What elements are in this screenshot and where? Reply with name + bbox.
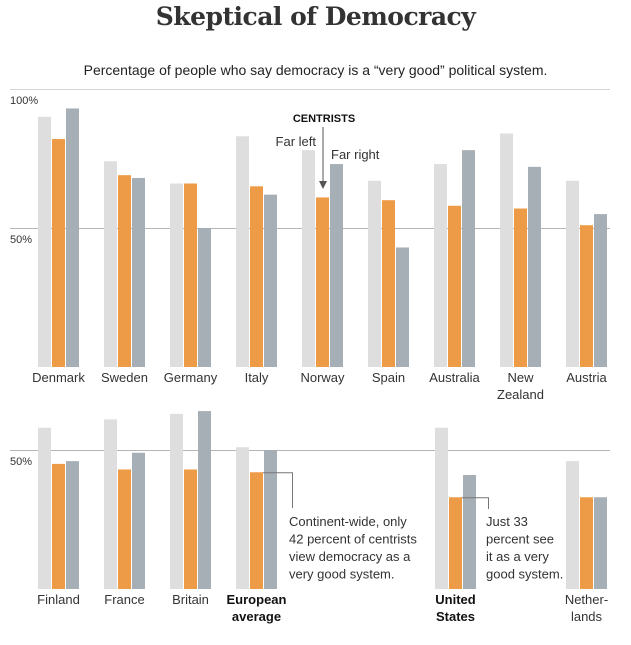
bar-far-left: [434, 164, 447, 367]
annotation-united-states: it as a very: [486, 549, 549, 564]
bar-centrists: [316, 197, 329, 367]
category-label: Germany: [164, 370, 218, 385]
y-tick-label: 50%: [10, 234, 32, 246]
bar-far-right: [198, 411, 211, 589]
bar-centrists: [52, 463, 65, 589]
bar-far-left: [236, 136, 249, 367]
chart-title: Skeptical of Democracy: [155, 2, 476, 31]
category-label: New: [507, 370, 534, 385]
category-label: United: [435, 592, 476, 607]
category-label: Norway: [300, 370, 345, 385]
bar-centrists: [250, 186, 263, 367]
category-label: Italy: [245, 370, 269, 385]
annotation-leader-line: [462, 497, 489, 509]
bar-centrists: [184, 469, 197, 589]
bar-centrists: [184, 183, 197, 367]
annotation-european-average: very good system.: [289, 567, 395, 582]
category-label: Finland: [37, 592, 80, 607]
y-tick-label: 100%: [10, 95, 38, 107]
category-label: Zealand: [497, 387, 544, 402]
bar-far-left: [38, 116, 51, 367]
category-label: average: [232, 609, 281, 624]
bar-far-right: [396, 247, 409, 367]
bar-far-left: [170, 183, 183, 367]
category-label: Denmark: [32, 370, 85, 385]
bar-far-left: [566, 461, 579, 589]
bar-centrists: [580, 225, 593, 367]
annotation-united-states: percent see: [486, 532, 554, 547]
bar-far-right: [463, 475, 476, 589]
category-label: Sweden: [101, 370, 148, 385]
bar-centrists: [118, 469, 131, 589]
category-label: Austria: [566, 370, 607, 385]
category-label: Australia: [429, 370, 480, 385]
bar-centrists: [448, 205, 461, 367]
bar-far-right: [330, 164, 343, 367]
bar-far-left: [104, 419, 117, 589]
annotation-leader-line: [263, 472, 293, 508]
chart-subtitle: Percentage of people who say democracy i…: [83, 62, 548, 78]
annotation-european-average: view democracy as a: [289, 549, 411, 564]
bar-far-right: [132, 177, 145, 367]
bar-far-right: [66, 461, 79, 589]
annotation-european-average: Continent-wide, only: [289, 514, 407, 529]
bar-far-left: [500, 133, 513, 367]
bar-far-right: [264, 194, 277, 367]
bar-centrists: [250, 472, 263, 589]
annotation-united-states: Just 33: [486, 514, 528, 529]
legend-far-right-label: Far right: [331, 147, 380, 162]
bar-far-right: [66, 108, 79, 368]
bar-far-left: [435, 427, 448, 589]
category-label: Nether-: [565, 592, 608, 607]
bar-far-right: [132, 452, 145, 589]
bar-far-right: [594, 214, 607, 367]
bar-far-left: [302, 150, 315, 367]
category-label: France: [104, 592, 144, 607]
bar-far-left: [236, 447, 249, 589]
legend-arrow-head: [319, 181, 327, 189]
bar-centrists: [514, 208, 527, 367]
category-label: States: [436, 609, 475, 624]
bar-far-right: [528, 166, 541, 367]
bar-far-right: [462, 150, 475, 367]
bar-centrists: [52, 139, 65, 367]
legend-centrists-label: CENTRISTS: [293, 113, 355, 125]
category-label: lands: [571, 609, 603, 624]
annotation-united-states: good system.: [486, 567, 563, 582]
bar-centrists: [449, 497, 462, 589]
annotation-european-average: 42 percent of centrists: [289, 532, 417, 547]
category-label: Spain: [372, 370, 405, 385]
bar-far-left: [368, 180, 381, 367]
legend-far-left-label: Far left: [276, 134, 317, 149]
bar-centrists: [118, 175, 131, 367]
category-label: Britain: [172, 592, 209, 607]
y-tick-label: 50%: [10, 456, 32, 468]
bar-far-right: [264, 450, 277, 589]
category-label: European: [227, 592, 287, 607]
bar-far-left: [566, 180, 579, 367]
bar-centrists: [382, 200, 395, 367]
bar-far-left: [38, 427, 51, 589]
bar-far-left: [104, 161, 117, 367]
bar-centrists: [580, 497, 593, 589]
bar-far-left: [170, 413, 183, 589]
bar-far-right: [594, 497, 607, 589]
bar-far-right: [198, 228, 211, 367]
